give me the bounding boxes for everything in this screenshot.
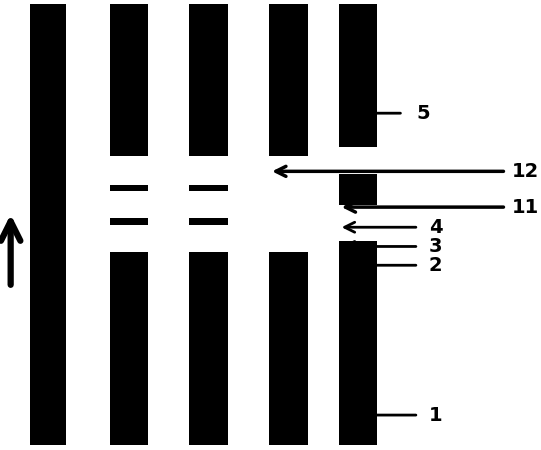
Bar <box>339 147 378 174</box>
Bar <box>30 4 66 445</box>
Text: 5: 5 <box>416 104 430 123</box>
Bar <box>189 4 228 445</box>
Bar <box>269 156 308 252</box>
Text: 4: 4 <box>429 218 443 237</box>
Bar <box>339 205 378 241</box>
Bar <box>339 4 378 445</box>
Bar <box>110 191 148 218</box>
Bar <box>110 156 148 185</box>
Bar <box>189 225 228 252</box>
Text: 11: 11 <box>511 198 539 216</box>
Text: 2: 2 <box>429 256 443 275</box>
Text: 1: 1 <box>429 405 443 424</box>
Text: 3: 3 <box>429 237 443 256</box>
Bar <box>189 191 228 218</box>
Bar <box>110 4 148 445</box>
Bar <box>110 225 148 252</box>
Bar <box>189 156 228 185</box>
Bar <box>269 4 308 445</box>
Text: 12: 12 <box>511 162 539 181</box>
